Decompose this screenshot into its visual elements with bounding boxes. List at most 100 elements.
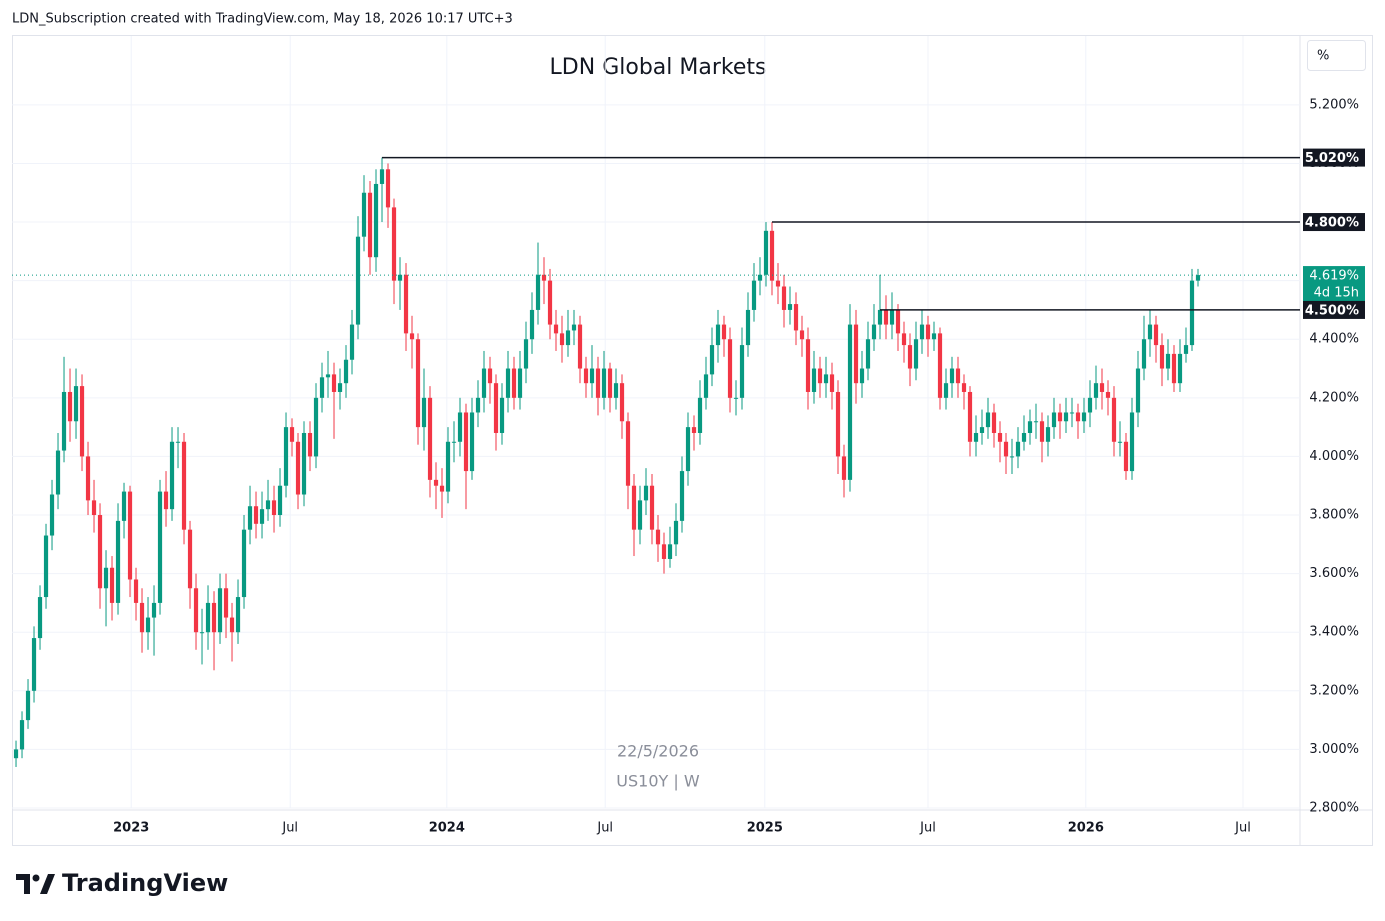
candle-body: [523, 339, 529, 369]
candle-body: [613, 383, 619, 398]
candle-body: [619, 383, 625, 422]
level-box: [1303, 148, 1365, 167]
candle-body: [37, 597, 43, 639]
candle-body: [331, 374, 337, 392]
candle-body: [937, 333, 943, 398]
x-tick-label: 2026: [1068, 821, 1104, 836]
candle-body: [235, 597, 241, 633]
candle-body: [343, 359, 349, 384]
candle-body: [1045, 427, 1051, 442]
candle-body: [823, 374, 829, 384]
candle-body: [541, 274, 547, 281]
candle-body: [883, 309, 889, 325]
level-box: [1303, 300, 1365, 319]
candle-body: [925, 324, 931, 340]
candle-body: [91, 500, 97, 516]
candle-body: [955, 368, 961, 384]
candle-body: [79, 386, 85, 457]
candle-body: [601, 368, 607, 398]
candle-body: [793, 304, 799, 331]
candle-body: [1003, 441, 1009, 457]
candle-body: [919, 324, 925, 340]
candle-body: [529, 309, 535, 340]
candle-body: [73, 386, 79, 422]
candle-body: [289, 427, 295, 442]
candle-body: [553, 324, 559, 334]
unit-label[interactable]: %: [1317, 49, 1329, 64]
candle-body: [493, 383, 499, 433]
candle-body: [871, 324, 877, 340]
candle-body: [469, 412, 475, 472]
candle-body: [451, 441, 457, 443]
candle-body: [373, 183, 379, 258]
candle-body: [769, 230, 775, 281]
candle-body: [775, 280, 781, 287]
candle-body: [169, 441, 175, 510]
candle-body: [1093, 383, 1099, 398]
plot: [12, 36, 1300, 809]
candle-body: [487, 368, 493, 384]
candle-body: [181, 441, 187, 530]
level-box: [1303, 213, 1365, 232]
candle-body: [1021, 432, 1027, 442]
candle-body: [565, 330, 571, 346]
candle-body: [1039, 421, 1045, 442]
candle-body: [361, 192, 367, 237]
candle-body: [1087, 397, 1093, 413]
y-tick-label: 2.800%: [1309, 801, 1359, 816]
candle-body: [1117, 441, 1123, 443]
candle-body: [163, 491, 169, 510]
candle-body: [1165, 353, 1171, 369]
candle-body: [697, 397, 703, 433]
candle-body: [841, 456, 847, 480]
candle-body: [193, 588, 199, 633]
logo-icon: [16, 874, 55, 894]
candle-body: [985, 412, 991, 428]
candle-body: [499, 397, 505, 433]
candle-body: [733, 397, 739, 399]
candle-body: [397, 274, 403, 281]
candle-body: [1015, 441, 1021, 457]
candle-body: [301, 432, 307, 495]
candle-body: [421, 397, 427, 428]
candle-body: [439, 485, 445, 492]
candle-body: [1171, 353, 1177, 384]
candle-body: [115, 520, 121, 603]
candle-body: [145, 617, 151, 633]
y-tick-label: 3.400%: [1309, 625, 1359, 640]
candle-body: [139, 602, 145, 633]
candle-body: [673, 520, 679, 545]
candle-body: [1147, 324, 1153, 340]
x-tick-label: Jul: [596, 821, 613, 836]
y-tick-label: 4.200%: [1309, 390, 1359, 405]
level-label: 4.800%: [1305, 216, 1359, 231]
candle-body: [367, 192, 373, 258]
candle-body: [847, 324, 853, 480]
candle-body: [295, 441, 301, 495]
candle-body: [727, 339, 733, 398]
candle-body: [313, 397, 319, 457]
x-tick-label: Jul: [1234, 821, 1251, 836]
y-tick-label: 5.200%: [1309, 97, 1359, 112]
candle-body: [391, 207, 397, 281]
candle-body: [277, 485, 283, 516]
chart-frame: [12, 35, 1373, 846]
candle-body: [103, 567, 109, 589]
candle-body: [967, 391, 973, 442]
candle-body: [721, 324, 727, 340]
candle-body: [979, 427, 985, 433]
candle-body: [625, 421, 631, 486]
candle-body: [907, 345, 913, 369]
candle-body: [337, 383, 343, 392]
candle-body: [1141, 339, 1147, 369]
candle-body: [247, 506, 253, 530]
candle-body: [853, 324, 859, 384]
candle-body: [1159, 345, 1165, 369]
candle-body: [889, 309, 895, 325]
candle-body: [1009, 456, 1015, 458]
unit-box[interactable]: [1307, 40, 1366, 71]
x-tick-label: Jul: [281, 821, 298, 836]
candle-body: [319, 377, 325, 398]
candle-body: [1183, 345, 1189, 354]
